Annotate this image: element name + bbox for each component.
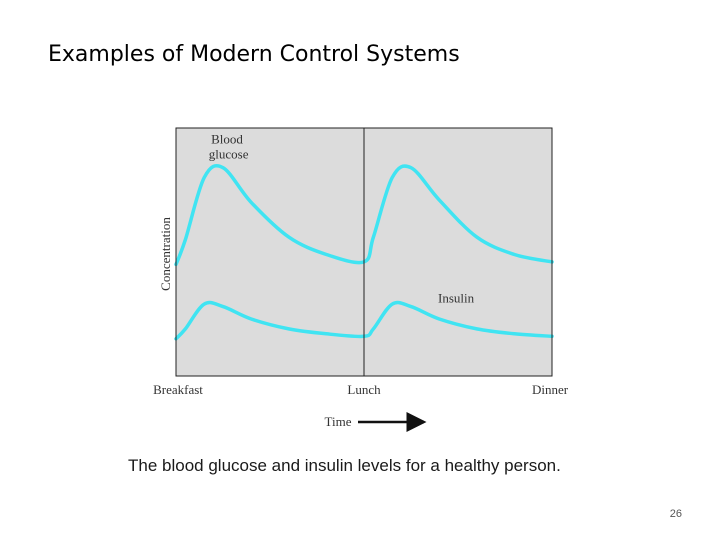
series-label-blood-glucose: Blood glucose	[209, 132, 249, 162]
figure-caption: The blood glucose and insulin levels for…	[128, 456, 561, 475]
plot-border	[175, 127, 553, 377]
series-label-insulin: Insulin	[438, 291, 475, 306]
x-tick-label-breakfast: Breakfast	[153, 382, 203, 397]
page-number: 26	[669, 508, 682, 520]
slide-title: Examples of Modern Control Systems	[48, 42, 460, 67]
x-axis-label: Time	[325, 414, 352, 429]
x-tick-label-dinner: Dinner	[532, 382, 569, 397]
y-axis-label: Concentration	[158, 217, 173, 291]
x-tick-label-lunch: Lunch	[347, 382, 381, 397]
